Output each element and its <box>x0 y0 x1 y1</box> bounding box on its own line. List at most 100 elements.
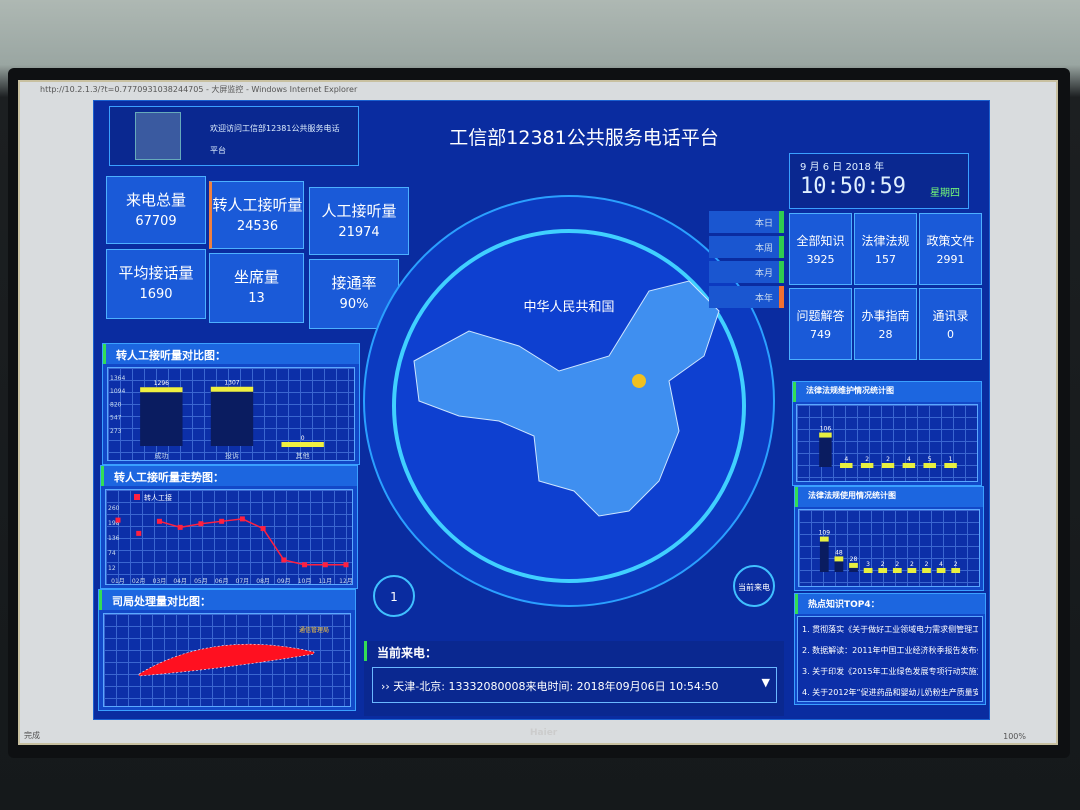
hot-topics-panel: 热点知识TOP4： 1. 贯彻落实《关于做好工业领域电力需求侧管理工 2. 数据解… <box>794 593 986 705</box>
zoom-level[interactable]: 100% <box>1003 732 1026 741</box>
panel-title: 热点知识TOP4： <box>795 594 985 614</box>
legend-label: 转人工接 <box>144 493 172 502</box>
data-point[interactable] <box>115 517 121 523</box>
x-tick-label: 05月 <box>194 578 208 585</box>
current-call-box[interactable]: ›› 天津-北京: 13332080008来电时间: 2018年09月06日 1… <box>372 667 777 703</box>
map-shape[interactable] <box>413 280 720 517</box>
bar-cap <box>878 568 888 573</box>
date: 9 月 6 日 2018 年 <box>800 162 885 173</box>
data-label: 5 <box>928 456 932 463</box>
data-point[interactable] <box>322 562 328 568</box>
knowledge-tile[interactable]: 问题解答 749 <box>789 288 852 360</box>
data-label: 2 <box>886 456 890 463</box>
bar-cap <box>860 463 874 468</box>
status-bar-text: 完成 <box>24 731 40 740</box>
stat-average: 平均接话量 1690 <box>106 249 206 319</box>
map-highlight-beijing[interactable] <box>632 374 646 388</box>
welcome-text: 欢迎访问工信部12381公共服务电话 <box>210 124 340 133</box>
x-tick-label: 10月 <box>298 578 312 585</box>
tab-2[interactable]: 本月 <box>709 261 784 283</box>
data-point[interactable] <box>136 530 142 536</box>
law-usage-chart: 109 48 28 3 2 2 2 2 4 2 <box>798 509 980 587</box>
data-point[interactable] <box>302 562 308 568</box>
left-circle-button[interactable] <box>373 575 415 617</box>
time: 10:50:59 <box>800 174 906 199</box>
x-tick-label: 01月 <box>111 578 125 585</box>
stat-total-calls: 来电总量 67709 <box>106 176 206 244</box>
current-call-panel: 当前来电： ›› 天津-北京: 13332080008来电时间: 2018年09… <box>364 641 784 716</box>
x-tick-label: 06月 <box>215 578 229 585</box>
x-tick-label: 02月 <box>132 578 146 585</box>
stat-answered-calls: 人工接听量 21974 <box>309 187 409 255</box>
left-button-label: 1 <box>390 590 398 604</box>
period-tabs: 本日 本周 本月 本年 <box>709 211 784 311</box>
monitor-brand-logo: Haier <box>530 728 558 738</box>
data-point[interactable] <box>219 518 225 524</box>
y-tick-label: 260 <box>108 505 120 512</box>
hot-topic-item[interactable]: 1. 贯彻落实《关于做好工业领域电力需求侧管理工 <box>802 625 978 634</box>
data-label: 48 <box>835 549 843 556</box>
data-point[interactable] <box>239 516 245 522</box>
transfer-trend-panel: 转人工接听量走势图： 260 198 136 74 12 01月 02月 03月 04月 05月 0… <box>100 465 358 589</box>
bar-cap <box>944 463 957 468</box>
area-shape[interactable] <box>138 643 315 677</box>
tab-1[interactable]: 本周 <box>709 236 784 258</box>
x-tick-label: 其他 <box>296 451 310 460</box>
avatar <box>135 112 181 160</box>
x-tick-label: 03月 <box>153 578 167 585</box>
data-label: 28 <box>850 556 858 563</box>
tab-0[interactable]: 本日 <box>709 211 784 233</box>
data-label: 2 <box>910 561 914 568</box>
dashboard: 欢迎访问工信部12381公共服务电话 平台 工信部12381公共服务电话平台 9… <box>93 100 990 720</box>
knowledge-grid: 全部知识 3925 法律法规 157 政策文件 2991 问题解答 749 办事指南 28 通讯录 0 <box>789 213 984 363</box>
bar-cap <box>819 536 829 542</box>
bar-cap <box>951 568 961 573</box>
y-tick-label: 820 <box>110 401 122 408</box>
data-point[interactable] <box>281 557 287 563</box>
bar-cap <box>849 562 858 568</box>
x-tick-label: 成功 <box>154 451 168 460</box>
hot-topic-item[interactable]: 4. 关于2012年“促进药品和婴幼儿奶粉生产质量安 <box>802 688 978 697</box>
hot-topic-item[interactable]: 3. 关于印发《2015年工业绿色发展专项行动实施方 <box>802 667 978 676</box>
y-tick-label: 1364 <box>110 375 125 382</box>
dropdown-arrow-icon[interactable]: ▼ <box>761 676 770 689</box>
hot-topic-item[interactable]: 2. 数据解读：2011年中国工业经济秋季报告发布会 <box>802 646 978 655</box>
current-call-label: 当前来电： <box>364 641 784 661</box>
stat-transfer-calls: 转人工接听量 24536 <box>209 181 304 249</box>
transfer-compare-panel: 转人工接听量对比图： 1364 1094 820 547 273 1296 成功 1307 投诉… <box>102 343 360 465</box>
y-tick-label: 273 <box>110 428 122 435</box>
transfer-compare-chart: 1364 1094 820 547 273 1296 成功 1307 投诉 0 其他 <box>107 367 355 461</box>
china-map[interactable]: 中华人民共和国 1 当前来电 <box>359 181 779 621</box>
current-call-button[interactable] <box>733 565 775 607</box>
data-label: 2 <box>895 561 899 568</box>
y-tick-label: 198 <box>108 520 120 527</box>
knowledge-tile[interactable]: 办事指南 28 <box>854 288 917 360</box>
bar-cap <box>902 463 916 468</box>
knowledge-tile[interactable]: 法律法规 157 <box>854 213 917 285</box>
data-point[interactable] <box>156 518 162 524</box>
law-maintenance-chart: 106 4 2 2 4 5 1 <box>796 404 978 482</box>
x-tick-label: 09月 <box>277 578 291 585</box>
weekday: 星期四 <box>930 188 960 199</box>
knowledge-tile[interactable]: 全部知识 3925 <box>789 213 852 285</box>
data-point[interactable] <box>177 524 183 530</box>
data-point[interactable] <box>198 521 204 527</box>
data-label: 1296 <box>154 380 169 387</box>
data-point[interactable] <box>343 562 349 568</box>
knowledge-tile[interactable]: 通讯录 0 <box>919 288 982 360</box>
data-point[interactable] <box>260 526 266 532</box>
data-label: 1307 <box>224 380 239 387</box>
x-tick-label: 12月 <box>339 578 353 585</box>
bar <box>819 432 832 467</box>
current-call-button-label: 当前来电 <box>738 582 770 592</box>
bar-cap <box>863 568 873 573</box>
data-label: 2 <box>865 456 869 463</box>
bar-cap <box>834 556 844 562</box>
clock-panel: 9 月 6 日 2018 年 10:50:59 星期四 <box>789 153 969 209</box>
welcome-panel: 欢迎访问工信部12381公共服务电话 平台 <box>109 106 359 166</box>
y-tick-label: 136 <box>108 535 120 542</box>
data-label: 109 <box>819 530 831 537</box>
knowledge-tile[interactable]: 政策文件 2991 <box>919 213 982 285</box>
tab-3[interactable]: 本年 <box>709 286 784 308</box>
law-usage-panel: 法律法规使用情况统计图 109 48 28 3 2 2 2 2 4 2 <box>794 486 984 591</box>
